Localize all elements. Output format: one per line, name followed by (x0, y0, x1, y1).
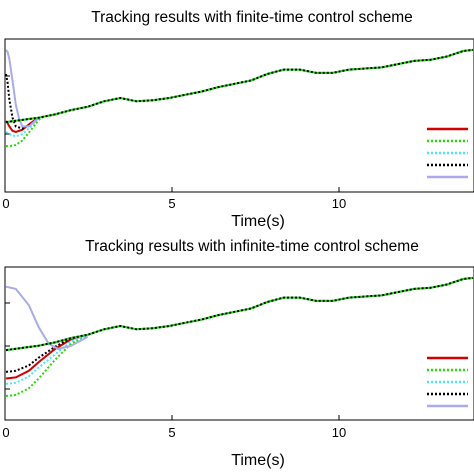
series-line-3 (5, 117, 40, 138)
series-line-1 (5, 333, 88, 380)
plot-area-bottom (5, 276, 474, 397)
x-axis-label-bottom: Time(s) (231, 452, 285, 469)
panel-top: Tracking results with finite-time contro… (2, 9, 474, 230)
series-line-5 (5, 49, 40, 128)
chart-title-top: Tracking results with finite-time contro… (91, 9, 413, 26)
x-tick-label-bottom: 10 (332, 425, 346, 440)
x-tick-label-bottom: 0 (2, 425, 9, 440)
x-tick-label-top: 0 (2, 196, 9, 211)
series-line-2 (6, 114, 46, 148)
series-line-2 (5, 334, 89, 397)
x-axis-label-top: Time(s) (231, 213, 285, 230)
plot-area-top (5, 48, 474, 148)
series-line-3 (5, 333, 88, 385)
x-tick-label-top: 5 (168, 196, 175, 211)
plot-frame-top (4, 38, 474, 193)
tracking-line (5, 276, 474, 352)
series-line-1 (5, 116, 40, 133)
panel-bottom: Tracking results with infinite-time cont… (2, 238, 474, 469)
tracking-line (5, 48, 474, 124)
x-tick-label-bottom: 5 (168, 425, 175, 440)
series-line-4 (5, 333, 88, 373)
legend-top (427, 127, 468, 179)
x-tick-label-top: 10 (332, 196, 346, 211)
series-line-5 (5, 285, 89, 351)
chart-title-bottom: Tracking results with infinite-time cont… (85, 238, 419, 255)
legend-bottom (427, 356, 468, 408)
